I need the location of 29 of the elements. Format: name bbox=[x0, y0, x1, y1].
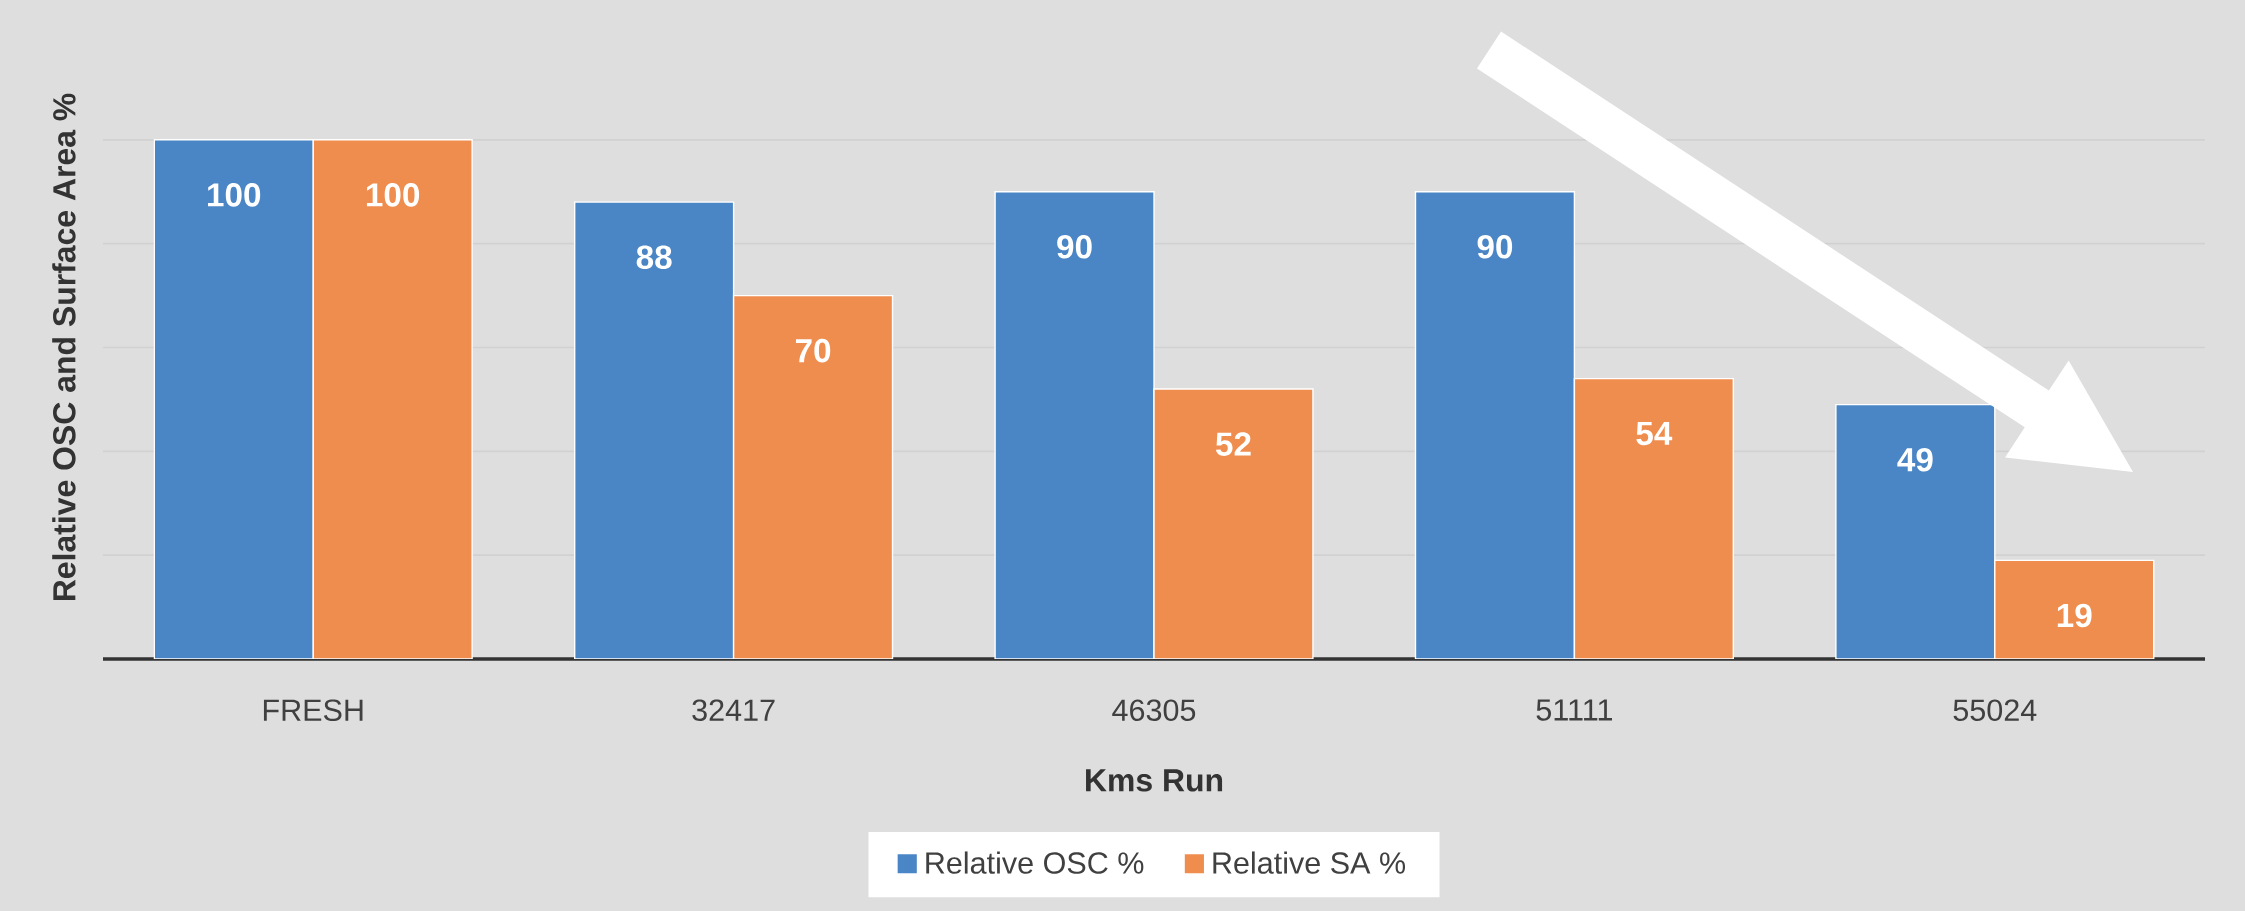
x-axis-title: Kms Run bbox=[1086, 769, 1223, 792]
data-label: 54 bbox=[1636, 421, 1673, 446]
legend-label: Relative OSC % bbox=[926, 851, 1144, 874]
x-tick-label: 51111 bbox=[1536, 699, 1613, 721]
legend-label: Relative SA % bbox=[1213, 851, 1406, 874]
data-label: 100 bbox=[366, 183, 420, 207]
x-tick-label: 46305 bbox=[1112, 699, 1196, 721]
x-tick-label: 55024 bbox=[1953, 699, 2037, 721]
bar bbox=[1835, 403, 1996, 659]
bar bbox=[1153, 388, 1314, 659]
x-tick-label: 32417 bbox=[692, 699, 775, 721]
bar bbox=[1573, 377, 1735, 659]
bar bbox=[153, 139, 314, 659]
bar bbox=[994, 191, 1155, 659]
data-label: 90 bbox=[1477, 235, 1513, 259]
y-axis-title: Relative OSC and Surface Area % bbox=[52, 93, 76, 601]
bar bbox=[1414, 191, 1576, 659]
data-label: 19 bbox=[2057, 603, 2092, 628]
bar bbox=[732, 294, 894, 659]
data-label: 70 bbox=[795, 338, 831, 363]
bar bbox=[574, 201, 735, 659]
x-tick-label: FRESH bbox=[263, 699, 363, 721]
data-label: 88 bbox=[636, 245, 672, 269]
data-label: 52 bbox=[1215, 432, 1251, 456]
data-label: 100 bbox=[208, 183, 261, 207]
data-label: 49 bbox=[1897, 447, 1933, 472]
bar bbox=[1994, 559, 2155, 659]
bar bbox=[312, 139, 473, 659]
data-label: 90 bbox=[1057, 235, 1092, 259]
